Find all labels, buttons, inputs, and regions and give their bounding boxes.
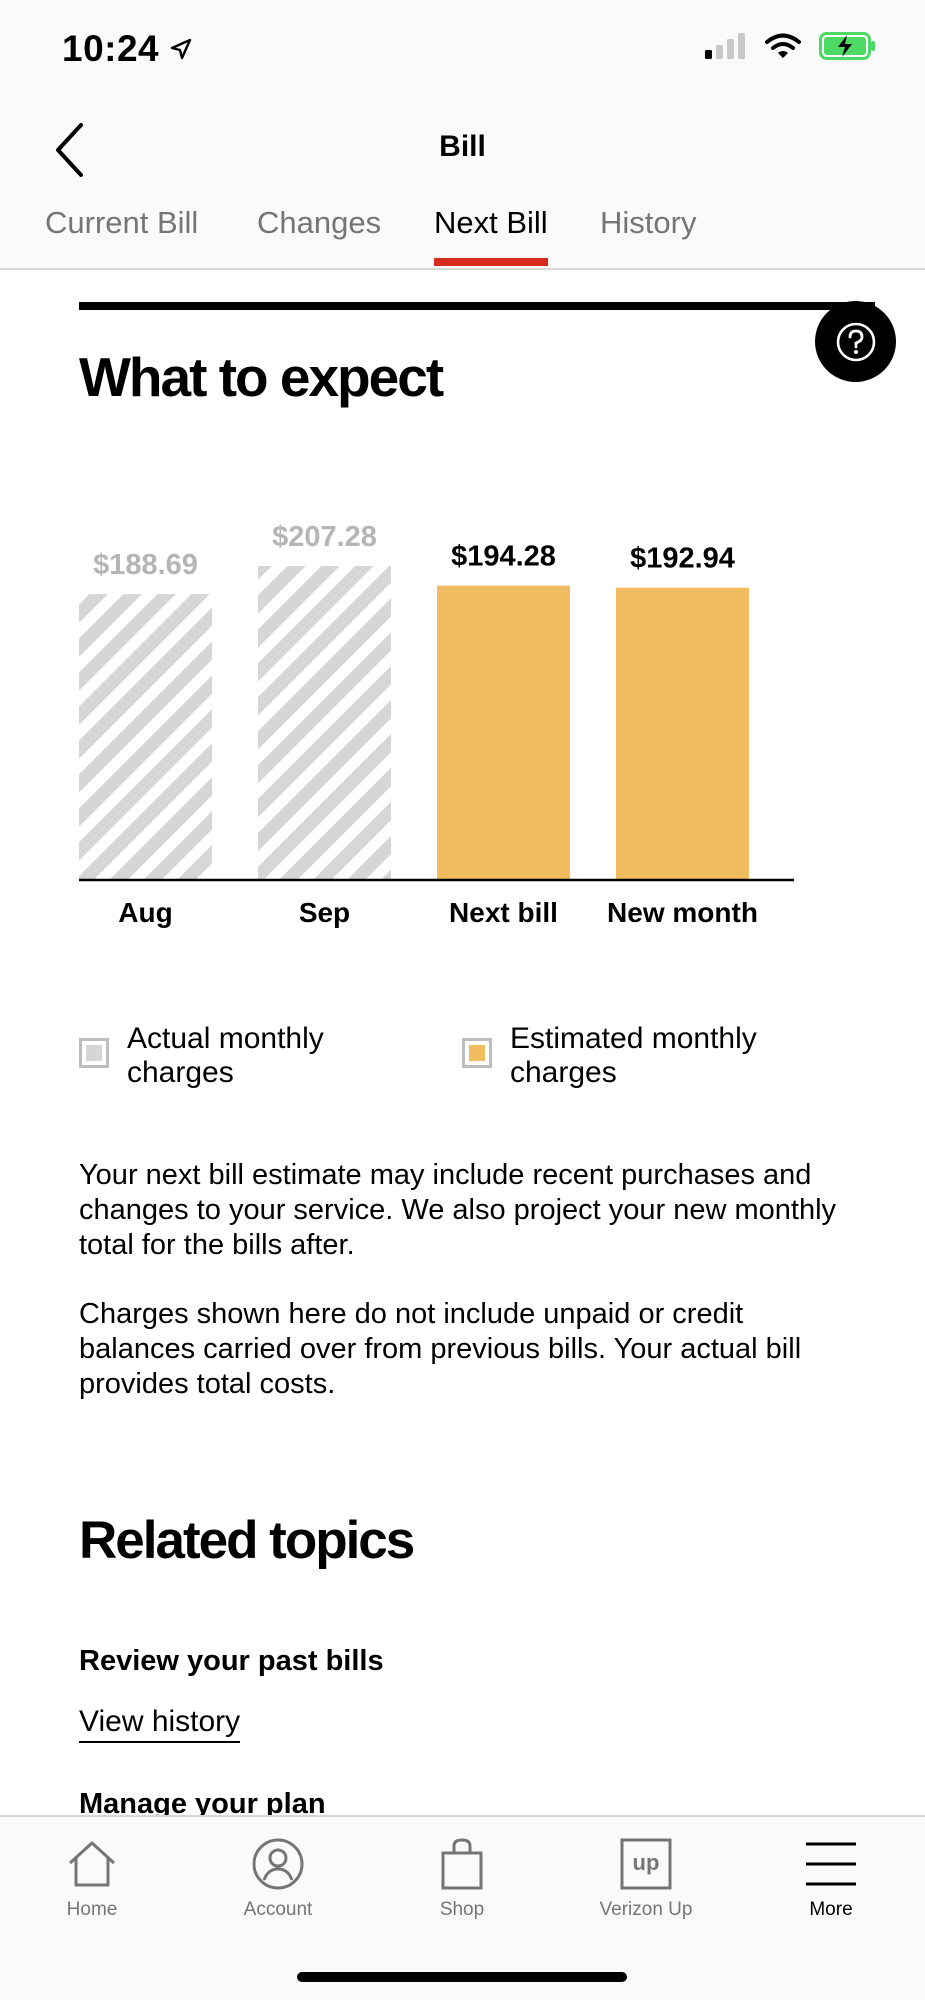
tab-bar-label: Shop [439, 1899, 485, 1920]
topic-heading: Manage your plan [79, 1788, 326, 1820]
tab-bar-label: Home [66, 1899, 118, 1920]
location-arrow-icon [170, 38, 192, 60]
status-time: 10:24 [62, 28, 193, 70]
menu-icon [806, 1842, 856, 1886]
bar-value-label: $192.94 [630, 543, 735, 575]
topic-heading: Review your past bills [79, 1645, 384, 1677]
section-divider [79, 302, 875, 310]
legend-swatch-estimated [462, 1038, 492, 1068]
bottom-tab-bar: Home Account Shop up Verizon Up More [0, 1815, 925, 2000]
tab-bar-home[interactable]: Home [17, 1835, 167, 1921]
status-bar: 10:24 [0, 0, 925, 100]
tab-label: History [600, 205, 697, 240]
category-label: New month [607, 897, 758, 928]
tab-bar-label: More [809, 1899, 853, 1920]
bill-comparison-chart: $188.69 Aug $207.28 Sep $194.28 Next bill $192… [79, 521, 794, 928]
bar-sep [258, 566, 391, 879]
home-indicator [297, 1972, 627, 1982]
legend-label-actual: Actual monthly charges [127, 1022, 324, 1089]
bar-value-label: $194.28 [451, 541, 556, 573]
tab-history[interactable]: History [600, 205, 696, 265]
related-topics-title: Related topics [79, 1511, 415, 1570]
tab-label: Next Bill [434, 205, 548, 240]
tab-next-bill[interactable]: Next Bill [434, 205, 548, 266]
legend-estimated: Estimated monthly charges [462, 1022, 770, 1090]
tab-bar-shop[interactable]: Shop [387, 1835, 537, 1921]
tab-label: Changes [257, 205, 382, 240]
svg-text:up: up [633, 1850, 660, 1875]
category-label: Next bill [449, 897, 558, 928]
clock-text: 10:24 [62, 28, 160, 69]
question-mark-icon [836, 322, 875, 361]
bar-aug [79, 594, 212, 879]
legend-label-estimated: Estimated monthly charges [510, 1022, 757, 1089]
bar-value-label: $188.69 [93, 549, 198, 581]
tab-current-bill[interactable]: Current Bill [45, 205, 198, 265]
tab-bar-more[interactable]: More [756, 1835, 906, 1921]
bar-value-label: $207.28 [272, 521, 377, 553]
category-label: Sep [299, 897, 350, 928]
tab-bar-account[interactable]: Account [203, 1835, 353, 1921]
active-tab-indicator [434, 258, 548, 266]
description-paragraph: Charges shown here do not include unpaid… [79, 1298, 802, 1400]
battery-charging-icon [819, 32, 875, 60]
home-icon [68, 1841, 116, 1887]
help-button[interactable] [815, 301, 896, 382]
description-paragraph: Your next bill estimate may include rece… [79, 1159, 837, 1261]
tab-bar-label: Account [243, 1899, 313, 1920]
tab-bar-verizon-up[interactable]: up Verizon Up [571, 1835, 721, 1921]
category-label: Aug [118, 897, 172, 928]
tab-bar-label: Verizon Up [599, 1899, 693, 1920]
verizon-up-icon: up [620, 1838, 672, 1890]
page-title: Bill [439, 130, 486, 163]
account-icon [252, 1838, 304, 1890]
wifi-icon [765, 33, 801, 58]
shop-icon [441, 1838, 483, 1890]
legend-actual: Actual monthly charges [79, 1022, 387, 1090]
tab-changes[interactable]: Changes [257, 205, 381, 265]
bar-next-bill [437, 585, 570, 879]
cellular-signal-icon [705, 33, 745, 59]
section-title: What to expect [79, 346, 444, 408]
legend-swatch-actual [79, 1038, 109, 1068]
tab-label: Current Bill [45, 205, 199, 240]
bar-new-month [616, 587, 749, 879]
page-header: Bill Current Bill Changes Next Bill Hist… [0, 100, 925, 270]
back-chevron-icon[interactable] [46, 120, 96, 180]
view-history-link[interactable]: View history [79, 1705, 241, 1743]
